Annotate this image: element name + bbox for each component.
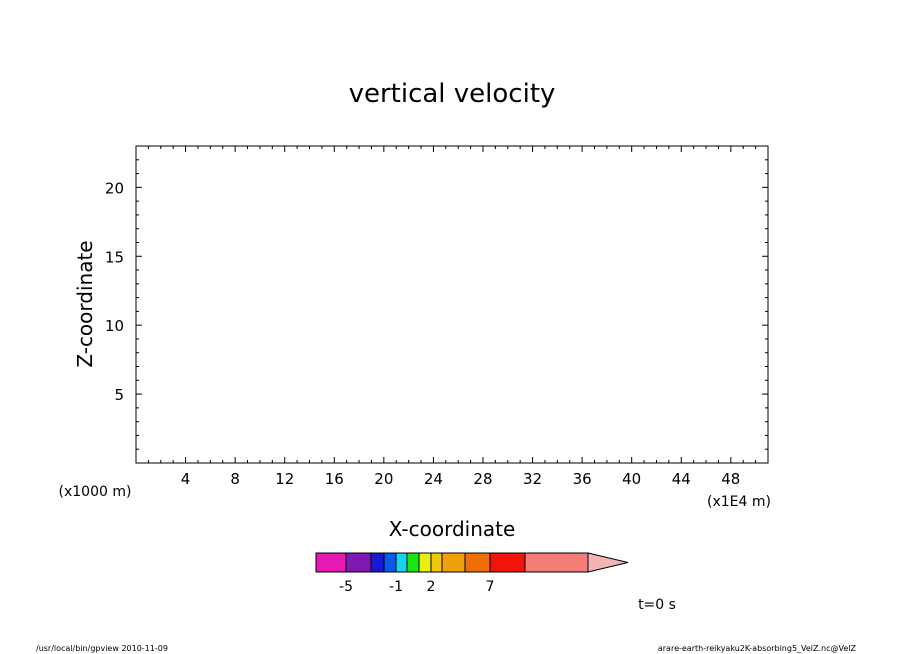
- x-axis-label: X-coordinate: [389, 517, 516, 541]
- colorbar-cell: [315, 552, 347, 573]
- x-tick-label: 24: [424, 470, 443, 488]
- colorbar-cell: [489, 552, 526, 573]
- colorbar-tick-label: -5: [339, 579, 353, 595]
- time-label: t=0 s: [638, 597, 676, 613]
- colorbar-cell: [345, 552, 372, 573]
- colorbar-cell: [524, 552, 589, 573]
- x-tick-label: 16: [325, 470, 344, 488]
- colorbar-cell: [370, 552, 385, 573]
- y-tick-label: 5: [114, 386, 124, 404]
- colorbar-cell: [418, 552, 432, 573]
- colorbar: [315, 552, 629, 573]
- y-tick-labels: 5 10 15 20: [105, 179, 124, 404]
- colorbar-cell: [383, 552, 397, 573]
- colorbar-tick-label: 2: [427, 579, 436, 595]
- y-axis-unit: (x1000 m): [59, 484, 132, 500]
- y-axis-label: Z-coordinate: [73, 240, 97, 367]
- x-tick-label: 8: [230, 470, 240, 488]
- x-tick-label: 48: [721, 470, 740, 488]
- colorbar-tick-label: 7: [486, 579, 495, 595]
- x-tick-label: 20: [374, 470, 393, 488]
- footer-left: /usr/local/bin/gpview 2010-11-09: [36, 644, 168, 653]
- colorbar-cell: [430, 552, 443, 573]
- x-tick-label: 12: [275, 470, 294, 488]
- colorbar-tick-labels: -5 -1 2 7: [339, 579, 494, 595]
- colorbar-cell: [395, 552, 408, 573]
- chart-title: vertical velocity: [349, 79, 556, 109]
- plot-frame: [135, 145, 769, 464]
- x-tick-label: 36: [573, 470, 592, 488]
- x-tick-label: 44: [672, 470, 691, 488]
- y-tick-label: 10: [105, 317, 124, 335]
- colorbar-cell: [464, 552, 491, 573]
- colorbar-cell: [441, 552, 466, 573]
- x-tick-label: 4: [181, 470, 191, 488]
- colorbar-tick-label: -1: [389, 579, 403, 595]
- y-tick-label: 15: [105, 248, 124, 266]
- x-tick-label: 40: [622, 470, 641, 488]
- y-tick-label: 20: [105, 179, 124, 197]
- x-axis-unit: (x1E4 m): [707, 494, 771, 510]
- axis-ticks: [136, 146, 768, 463]
- x-tick-label: 32: [523, 470, 542, 488]
- x-tick-label: 28: [473, 470, 492, 488]
- colorbar-cell: [406, 552, 420, 573]
- x-tick-labels: 4 8 12 16 20 24 28 32 36 40 44 48: [181, 470, 741, 488]
- colorbar-extend-arrow: [587, 552, 629, 573]
- footer-right: arare-earth-reikyaku2K-absorbing5_VelZ.n…: [658, 644, 857, 653]
